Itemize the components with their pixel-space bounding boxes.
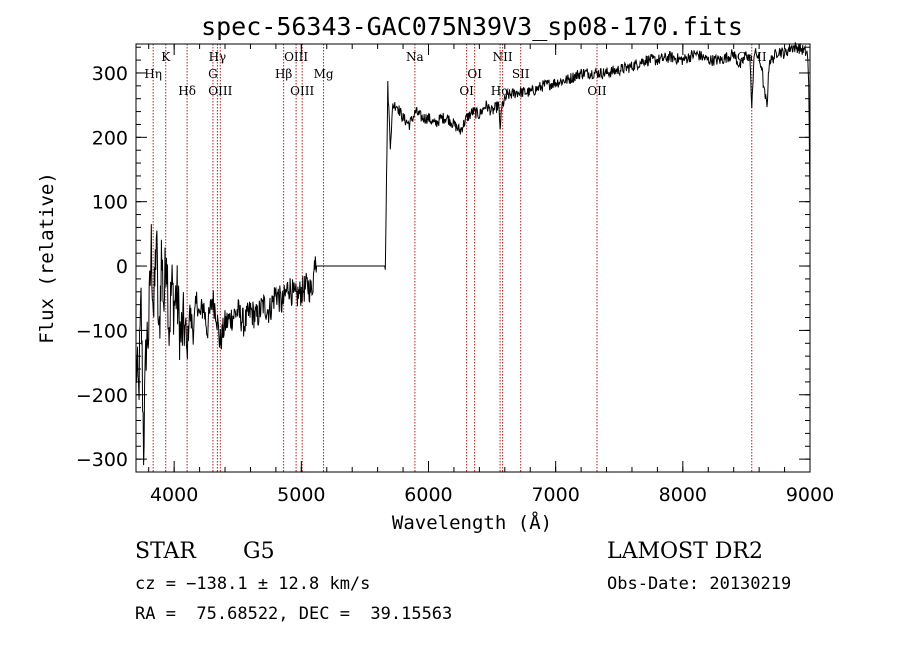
spectrum-series bbox=[135, 42, 811, 466]
plot-frame bbox=[135, 43, 811, 473]
line-marker-label: OIII bbox=[208, 84, 232, 98]
x-tick-label: 9000 bbox=[786, 484, 834, 506]
object-subclass: G5 bbox=[243, 539, 275, 564]
y-axis: −300 −200 −100 0 100 200 300 bbox=[76, 46, 810, 473]
line-marker-label: OII bbox=[587, 84, 607, 98]
chart-title: spec-56343-GAC075N39V3_sp08-170.fits bbox=[201, 12, 743, 41]
object-class: STAR bbox=[135, 539, 196, 564]
line-marker-label: OIII bbox=[290, 84, 314, 98]
line-markers: KHηHδHγGOIIIOIIIHβOIIIMgNaOIOINIIHαSIIOI… bbox=[144, 44, 767, 472]
x-tick-label: 8000 bbox=[659, 484, 707, 506]
line-marker-label: Hγ bbox=[209, 50, 227, 64]
line-marker-label: Na bbox=[406, 50, 424, 64]
line-marker-label: Hδ bbox=[178, 84, 196, 98]
x-tick-label: 7000 bbox=[531, 484, 579, 506]
x-tick-label: 6000 bbox=[404, 484, 452, 506]
line-marker-label: OI bbox=[467, 67, 482, 81]
y-tick-label: −300 bbox=[76, 449, 128, 471]
y-tick-label: 0 bbox=[116, 256, 128, 278]
line-marker-label: Hα bbox=[491, 84, 510, 98]
line-marker-label: OIII bbox=[284, 50, 308, 64]
line-marker-label: OI bbox=[459, 84, 474, 98]
survey-name: LAMOST DR2 bbox=[607, 539, 763, 564]
y-tick-label: 300 bbox=[92, 63, 128, 85]
line-marker-label: Hβ bbox=[275, 67, 292, 81]
line-marker-label: K bbox=[161, 50, 171, 64]
y-tick-label: −100 bbox=[76, 320, 128, 342]
line-marker-label: G bbox=[208, 67, 218, 81]
line-marker-label: SII bbox=[512, 67, 530, 81]
x-axis-label: Wavelength (Å) bbox=[392, 511, 552, 534]
y-tick-label: 100 bbox=[92, 192, 128, 214]
x-tick-label: 5000 bbox=[277, 484, 325, 506]
coordinates: RA = 75.68522, DEC = 39.15563 bbox=[135, 604, 453, 624]
line-marker-label: Mg bbox=[314, 67, 334, 81]
line-marker-label: Ca II bbox=[737, 50, 767, 64]
obs-date: Obs-Date: 20130219 bbox=[607, 574, 792, 594]
redshift-readout: cz = −138.1 ± 12.8 km/s bbox=[135, 574, 371, 594]
y-tick-label: −200 bbox=[76, 385, 128, 407]
y-tick-label: 200 bbox=[92, 127, 128, 149]
y-axis-label: Flux (relative) bbox=[36, 172, 58, 344]
spectrum-line bbox=[135, 42, 811, 466]
x-tick-label: 4000 bbox=[150, 484, 198, 506]
line-marker-label: NII bbox=[493, 50, 513, 64]
x-axis: 4000 5000 6000 7000 8000 9000 bbox=[148, 44, 834, 506]
line-marker-label: Hη bbox=[144, 67, 162, 81]
